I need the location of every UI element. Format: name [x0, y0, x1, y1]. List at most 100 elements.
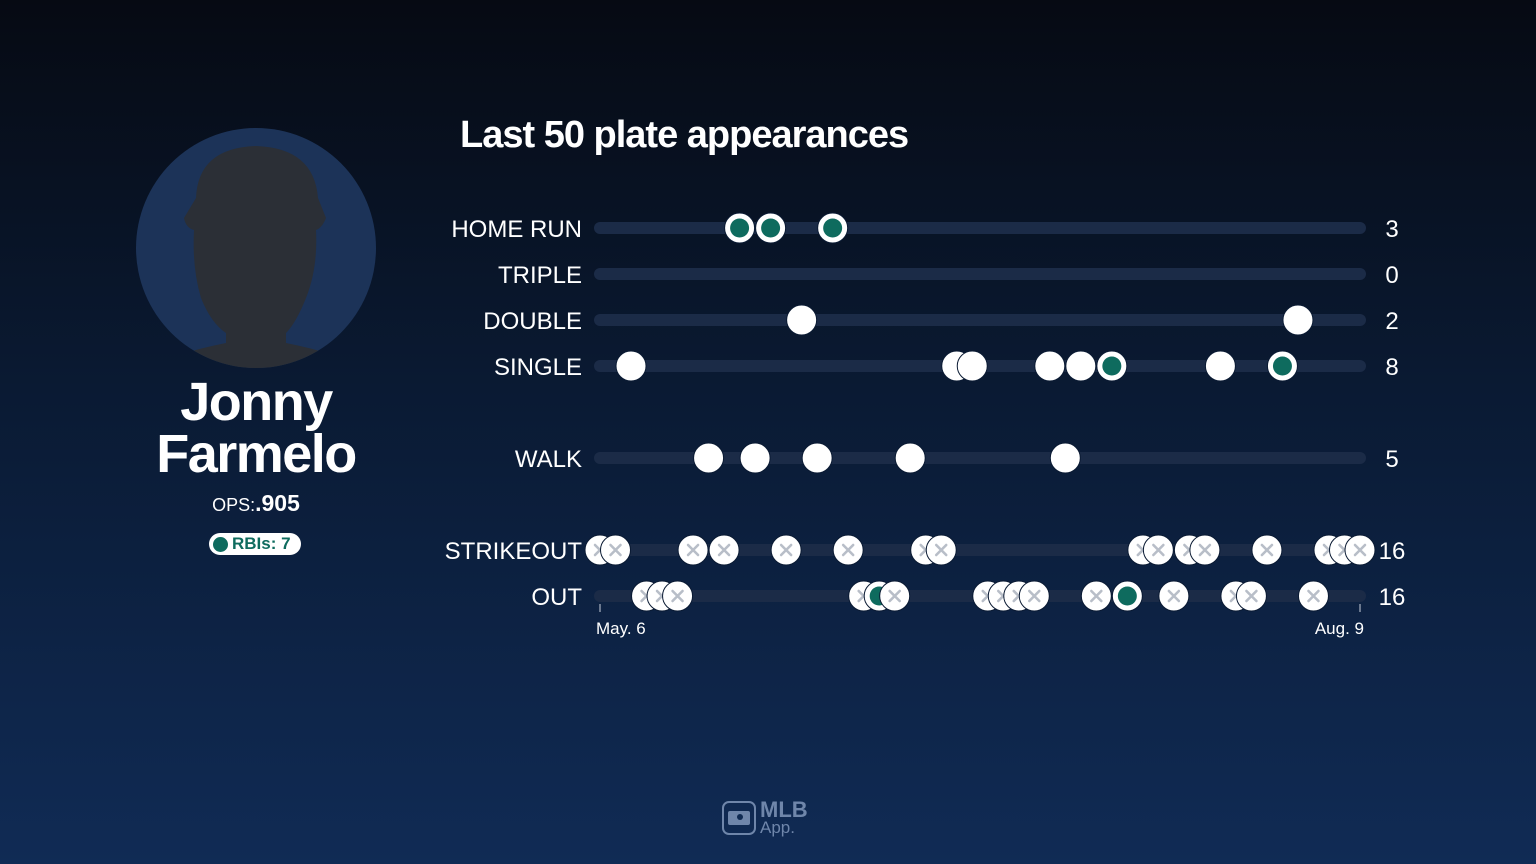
plate-appearance-dot — [708, 534, 740, 566]
plate-appearance-dot — [1158, 580, 1190, 612]
logo-text-mlb: MLB — [760, 797, 808, 822]
row-out: OUT 16 — [531, 580, 1406, 612]
plate-appearance-dot — [1049, 442, 1081, 474]
rbi-plate-appearance-dot — [1096, 350, 1128, 382]
x-icon — [1152, 543, 1165, 557]
rbi-plate-appearance-dot — [1111, 580, 1143, 612]
plate-appearance-dot — [879, 580, 911, 612]
row-count: 16 — [1379, 584, 1406, 611]
last-name: Farmelo — [156, 424, 357, 484]
x-icon — [1260, 543, 1274, 557]
row-track — [594, 268, 1366, 280]
plate-appearance-dot — [956, 350, 988, 382]
row-strikeout: STRIKEOUT 16 — [445, 534, 1406, 566]
plate-appearance-dot — [894, 442, 926, 474]
plate-appearance-dot — [1189, 534, 1221, 566]
mlb-app-logo: MLB App. — [722, 797, 808, 837]
rbi-icon — [1117, 586, 1137, 606]
plate-appearance-dot — [1142, 534, 1174, 566]
row-label: STRIKEOUT — [445, 538, 583, 565]
row-label: DOUBLE — [483, 308, 582, 335]
player-silhouette-icon — [146, 146, 366, 368]
logo-text-app: App. — [760, 818, 795, 837]
rbi-icon — [823, 218, 843, 238]
plate-appearance-dot — [600, 534, 632, 566]
rbi-plate-appearance-dot — [724, 212, 756, 244]
plate-appearance-dot — [1065, 350, 1097, 382]
x-tick-label: Aug. 9 — [1315, 619, 1364, 638]
row-count: 8 — [1385, 354, 1398, 381]
ops-label: OPS: — [212, 495, 256, 515]
rbi-label: RBIs: 7 — [232, 534, 291, 553]
ops-value: .905 — [255, 490, 300, 516]
plate-appearance-dot — [786, 304, 818, 336]
x-icon — [888, 589, 901, 603]
plate-appearance-dot — [801, 442, 833, 474]
row-label: SINGLE — [494, 354, 582, 381]
plate-appearance-dot — [832, 534, 864, 566]
plate-appearance-dot — [662, 580, 694, 612]
rbi-plate-appearance-dot — [1266, 350, 1298, 382]
row-count: 3 — [1385, 216, 1398, 243]
row-count: 16 — [1379, 538, 1406, 565]
x-icon — [671, 589, 684, 603]
row-single: SINGLE 8 — [494, 350, 1399, 382]
row-label: HOME RUN — [451, 216, 582, 243]
rbi-plate-appearance-dot — [817, 212, 849, 244]
row-track — [594, 452, 1366, 464]
row-walk: WALK 5 — [515, 442, 1399, 474]
plate-appearance-dot — [739, 442, 771, 474]
row-label: OUT — [531, 584, 582, 611]
x-icon — [1027, 589, 1041, 603]
x-icon — [934, 543, 948, 557]
rbi-icon — [730, 218, 750, 238]
rbi-icon — [1272, 356, 1292, 376]
plate-appearance-dot — [770, 534, 802, 566]
plate-appearance-dot — [1344, 534, 1376, 566]
row-double: DOUBLE 2 — [483, 304, 1399, 336]
row-label: TRIPLE — [498, 262, 582, 289]
rbi-dot-icon — [213, 536, 228, 552]
x-icon — [1307, 589, 1320, 603]
x-icon — [717, 543, 731, 557]
plate-appearance-dot — [1034, 350, 1066, 382]
rbi-badge: RBIs: 7 — [209, 533, 301, 555]
row-count: 5 — [1385, 446, 1398, 473]
plate-appearance-dot — [1235, 580, 1267, 612]
plate-appearance-dot — [693, 442, 725, 474]
plate-appearance-dot — [1251, 534, 1283, 566]
x-icon — [609, 543, 622, 557]
plate-appearance-dot — [1282, 304, 1314, 336]
mlb-logo-icon — [722, 801, 756, 835]
plate-appearance-dot — [677, 534, 709, 566]
rbi-plate-appearance-dot — [755, 212, 787, 244]
plate-appearance-dot — [925, 534, 957, 566]
row-track — [594, 314, 1366, 326]
row-count: 2 — [1385, 308, 1398, 335]
plate-appearance-dot — [1018, 580, 1050, 612]
x-icon — [1167, 589, 1181, 603]
chart-title: Last 50 plate appearances — [460, 114, 909, 156]
x-icon — [686, 543, 700, 557]
row-label: WALK — [515, 446, 582, 473]
rbi-icon — [761, 218, 781, 238]
plate-appearance-dot — [1204, 350, 1236, 382]
x-tick-label: May. 6 — [596, 619, 646, 638]
x-icon — [841, 543, 855, 557]
player-avatar — [136, 128, 376, 368]
x-icon — [1353, 543, 1367, 557]
plate-appearance-dot — [1080, 580, 1112, 612]
x-icon — [779, 543, 793, 557]
first-name: Jonny — [180, 372, 333, 432]
plate-appearance-dot — [615, 350, 647, 382]
player-name: Jonny Farmelo — [96, 372, 416, 484]
ops-stat: OPS:.905 — [96, 490, 416, 517]
x-icon — [1090, 589, 1103, 603]
row-triple: TRIPLE 0 — [498, 262, 1399, 289]
plate-appearance-dot — [1297, 580, 1329, 612]
row-track — [594, 222, 1366, 234]
row-count: 0 — [1385, 262, 1398, 289]
x-icon — [1198, 543, 1212, 557]
row-home-run: HOME RUN 3 — [451, 212, 1399, 244]
